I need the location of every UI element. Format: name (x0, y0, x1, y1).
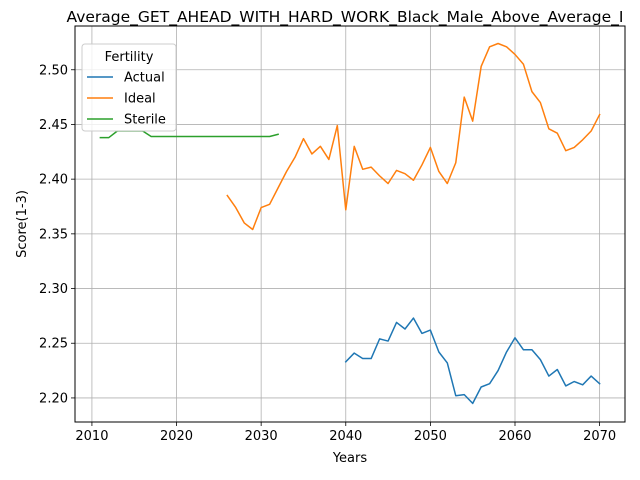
series-line-actual (344, 317, 601, 405)
x-tick-label: 2010 (75, 429, 108, 444)
y-tick-label: 2.35 (39, 227, 68, 242)
y-axis-label: Score(1-3) (15, 190, 30, 258)
x-tick-label: 2020 (160, 429, 193, 444)
legend-label-actual: Actual (124, 71, 165, 86)
legend: Fertility Actual Ideal Sterile (81, 43, 177, 132)
legend-box (81, 43, 177, 132)
x-tick-label: 2040 (329, 429, 362, 444)
y-tick-label: 2.25 (39, 337, 68, 352)
plot-frame (74, 25, 626, 423)
y-tick-label: 2.50 (39, 63, 68, 78)
legend-entries: Actual Ideal Sterile (87, 71, 166, 128)
x-tick-label: 2060 (498, 429, 531, 444)
legend-title: Fertility (105, 50, 154, 65)
x-tick-label: 2050 (414, 429, 447, 444)
series-line-ideal (226, 42, 601, 231)
x-axis-label: Years (332, 451, 368, 466)
x-axis: 2010 2020 2030 2040 2050 2060 2070 (75, 422, 616, 444)
x-tick-label: 2070 (583, 429, 616, 444)
y-tick-label: 2.40 (39, 173, 68, 188)
y-tick-label: 2.20 (39, 391, 68, 406)
y-tick-label: 2.45 (39, 118, 68, 133)
y-tick-label: 2.30 (39, 282, 68, 297)
y-axis: 2.20 2.25 2.30 2.35 2.40 2.45 2.50 (39, 63, 75, 406)
legend-label-ideal: Ideal (124, 92, 156, 107)
grid (75, 26, 625, 422)
x-tick-label: 2030 (245, 429, 278, 444)
chart-title: Average_GET_AHEAD_WITH_HARD_WORK_Black_M… (67, 8, 624, 27)
legend-label-sterile: Sterile (124, 113, 166, 128)
